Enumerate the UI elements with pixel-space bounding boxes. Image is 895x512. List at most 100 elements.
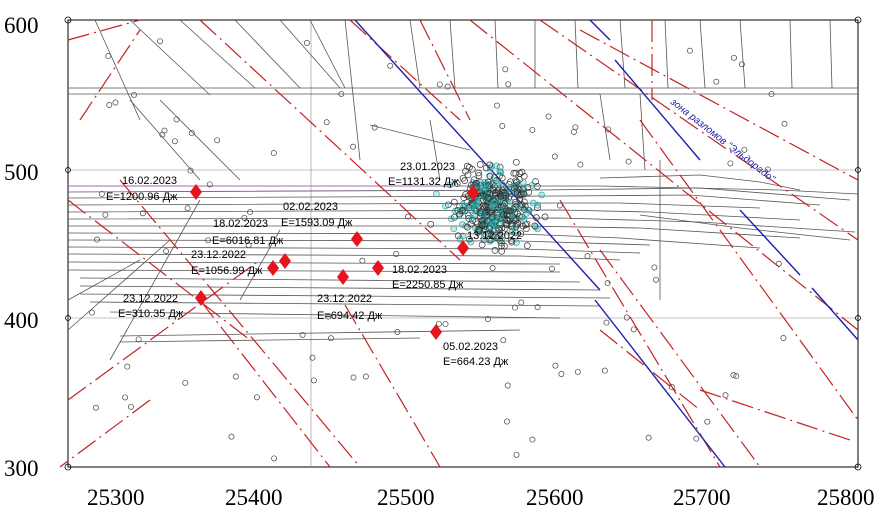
event-point (523, 220, 531, 228)
event-point (362, 373, 369, 380)
cluster-event-point (480, 233, 488, 240)
cluster-event-point (496, 210, 504, 218)
drift-line (79, 285, 601, 291)
event-point (338, 90, 345, 97)
event-marker (279, 253, 291, 269)
corner-marker (855, 315, 861, 321)
event-point (731, 54, 737, 61)
event-point (475, 172, 483, 179)
y-tick-label: 600 (4, 13, 39, 38)
event-scatter (89, 38, 788, 462)
event-point (205, 237, 212, 244)
event-marker (351, 231, 363, 247)
drift-line (67, 239, 651, 246)
event-point (245, 242, 252, 249)
event-point (494, 102, 500, 109)
axis-labels: 600 500 400 300 25300 25400 25500 25600 … (4, 13, 875, 510)
x-tick-label: 25400 (225, 485, 283, 510)
event-point (124, 363, 131, 370)
event-point (359, 257, 366, 264)
incline-line (234, 19, 301, 89)
drift-line (67, 187, 851, 201)
event-point (481, 203, 488, 211)
cluster-event-point (458, 209, 466, 216)
event-point (722, 392, 729, 399)
x-tick-label: 25600 (526, 485, 584, 510)
cluster-event-point (448, 215, 455, 223)
event-point (106, 102, 113, 108)
cluster-event-point (538, 191, 546, 199)
cluster-event-point (509, 228, 516, 235)
event-date: 13.12.2022 (467, 230, 522, 242)
event-point (513, 184, 520, 191)
event-point (488, 213, 496, 221)
cluster-event-point (486, 172, 493, 180)
event-point (495, 226, 503, 234)
event-point (325, 313, 332, 320)
event-point (135, 336, 142, 343)
incline-line (829, 19, 833, 89)
event-point (727, 160, 734, 167)
event-point (516, 196, 524, 204)
fault-line (119, 179, 361, 468)
event-point (498, 239, 505, 247)
event-point (188, 130, 195, 137)
incline-line (409, 19, 421, 89)
event-point (466, 163, 473, 171)
event-point (512, 304, 518, 311)
event-point (601, 367, 608, 374)
event-point (529, 126, 536, 133)
event-point (310, 377, 317, 384)
event-point (127, 403, 134, 410)
fault-line (67, 19, 141, 41)
event-point (518, 190, 525, 198)
cluster-event-point (511, 224, 518, 232)
event-point (704, 418, 711, 425)
y-tick-label: 500 (4, 160, 39, 185)
event-point (92, 404, 99, 411)
cluster-event-point (493, 162, 501, 170)
event-date: 18.02.2023 (392, 264, 447, 276)
incline-line (67, 239, 171, 331)
cluster-event-point (497, 169, 505, 176)
fault-line (539, 19, 859, 241)
incline-line (179, 19, 256, 89)
event-point (470, 176, 478, 184)
cluster-event-point (534, 201, 542, 209)
cluster-event-point (520, 215, 528, 223)
event-point (461, 177, 469, 184)
cluster-event-point (478, 210, 486, 217)
fault-line (639, 119, 859, 421)
incline-line (279, 19, 341, 89)
incline-line (129, 19, 211, 96)
event-point (454, 232, 462, 240)
event-marker (467, 185, 479, 201)
event-point (478, 241, 486, 249)
event-point (668, 384, 675, 391)
event-point (630, 326, 637, 333)
cluster-event-point (507, 198, 515, 206)
drift-line (369, 124, 471, 151)
event-point (605, 126, 612, 133)
event-point (253, 394, 260, 401)
fault-line-blue (614, 59, 701, 161)
drift-line (79, 277, 581, 283)
event-point (541, 213, 549, 221)
event-point (503, 221, 510, 229)
fault-line (344, 304, 441, 468)
event-point (545, 113, 552, 120)
event-point (105, 53, 112, 60)
cluster-event-point (459, 201, 466, 208)
drift-line (639, 214, 851, 241)
fault-line-blue (589, 19, 611, 41)
corner-marker (65, 315, 71, 321)
event-point (490, 196, 497, 204)
event-energy: E=1593.09 Дж (281, 217, 353, 229)
cluster-event-point (442, 202, 449, 210)
event-point (517, 230, 525, 238)
event-point (496, 163, 504, 171)
event-point (498, 247, 506, 255)
event-point (482, 231, 490, 238)
event-point (247, 209, 254, 216)
fault-line (559, 199, 721, 468)
